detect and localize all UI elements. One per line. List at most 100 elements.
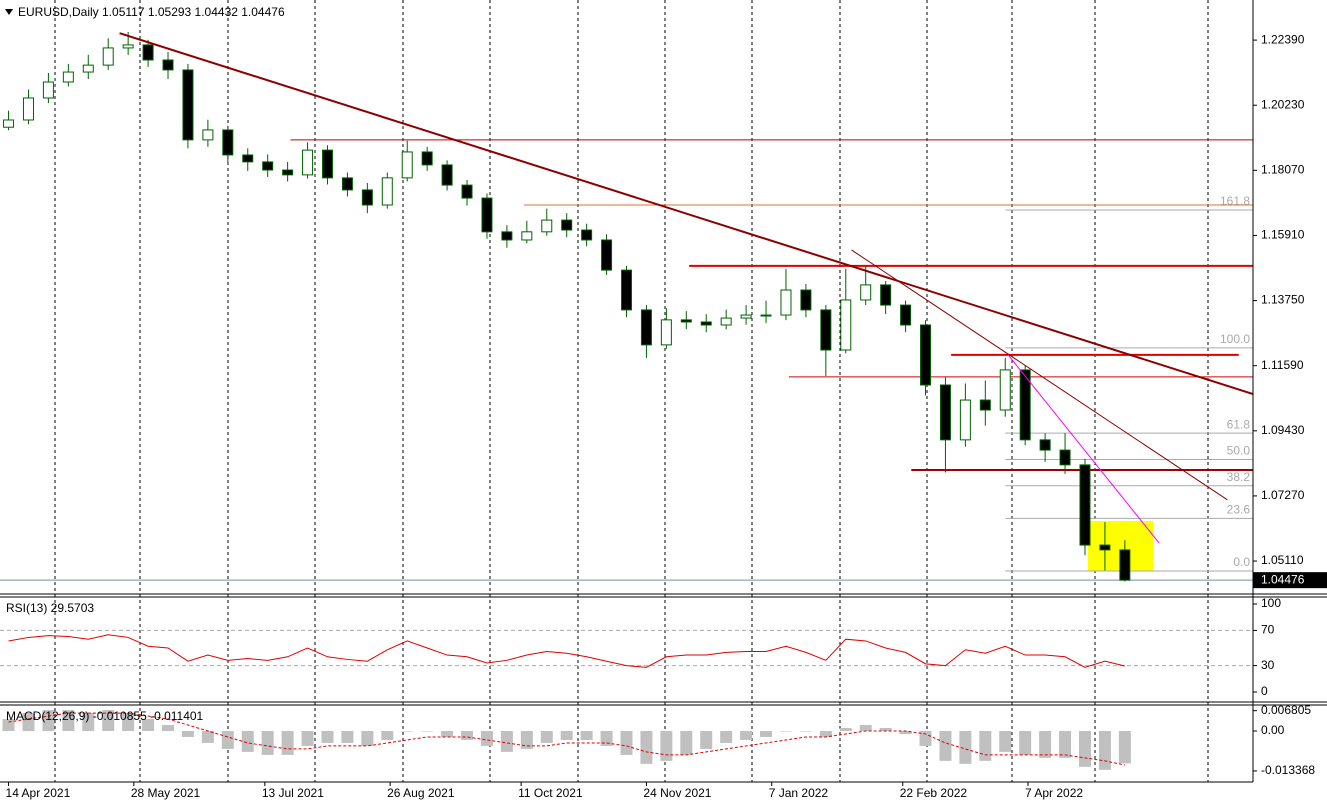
macd-bar — [540, 730, 553, 743]
macd-title: MACD(12,26,9) -0.010855 -0.011401 — [6, 709, 204, 723]
candle-body — [521, 231, 533, 241]
candle-body — [1059, 449, 1071, 466]
macd-bar — [640, 730, 653, 764]
candle-body — [561, 219, 573, 231]
candle-body — [122, 44, 134, 49]
macd-bar — [480, 730, 493, 746]
macd-bar — [162, 725, 175, 731]
x-tick-label: 7 Apr 2022 — [1025, 786, 1083, 800]
candle-body — [939, 384, 951, 441]
candle-body — [621, 269, 632, 311]
candle-body — [999, 369, 1011, 411]
x-tick-label: 24 Nov 2021 — [643, 786, 711, 800]
fib-label: 23.6 — [1227, 503, 1251, 517]
trend-line — [1007, 354, 1160, 544]
macd-bar — [381, 730, 394, 740]
rsi-tick-label: 0 — [1261, 684, 1268, 698]
macd-bar — [760, 730, 773, 737]
candle-body — [660, 319, 672, 346]
macd-bar — [361, 730, 374, 746]
rsi-line — [8, 634, 1125, 668]
candle-body — [1079, 464, 1091, 546]
macd-signal — [8, 712, 1125, 766]
y-tick-label: 1.18070 — [1261, 163, 1305, 177]
candle-body — [3, 119, 15, 128]
rsi-tick-label: 100 — [1261, 596, 1281, 610]
y-tick-label: 1.22390 — [1261, 32, 1305, 46]
candle-body — [102, 47, 114, 66]
macd-bar — [1118, 730, 1131, 764]
trend-line — [851, 249, 1228, 501]
macd-bar — [261, 730, 274, 755]
candle-body — [162, 59, 174, 71]
macd-bar — [500, 730, 513, 752]
candle-body — [1119, 549, 1131, 581]
macd-bar — [441, 730, 454, 737]
candle-body — [920, 324, 932, 386]
menu-triangle[interactable] — [5, 9, 13, 15]
candle-body — [501, 231, 513, 241]
candle-body — [282, 169, 294, 176]
fib-label: 161.8 — [1220, 194, 1250, 208]
candle-body — [720, 317, 732, 326]
macd-bar — [341, 730, 354, 743]
candle-body — [820, 309, 832, 351]
grid — [54, 0, 1209, 782]
candle-body — [62, 71, 74, 83]
x-tick-label: 7 Jan 2022 — [769, 786, 829, 800]
macd-bar — [461, 730, 474, 740]
candle-body — [321, 149, 333, 179]
macd-bar — [740, 730, 753, 740]
candle-body — [860, 284, 872, 301]
macd-bar — [1019, 730, 1032, 755]
candle-body — [640, 309, 652, 346]
macd-bar — [42, 710, 55, 731]
macd-bar — [879, 728, 892, 731]
x-tick-label: 11 Oct 2021 — [518, 786, 583, 800]
macd-bar — [181, 730, 194, 737]
macd-bar — [779, 730, 792, 732]
macd-bar — [1039, 730, 1052, 758]
y-tick-label: 1.09430 — [1261, 423, 1305, 437]
candle-body — [680, 319, 692, 323]
x-tick-label: 26 Aug 2021 — [387, 786, 455, 800]
candle-body — [142, 44, 154, 61]
fib-label: 50.0 — [1227, 444, 1251, 458]
y-tick-label: 1.05110 — [1261, 553, 1304, 567]
x-tick-label: 14 Apr 2021 — [6, 786, 71, 800]
candle-body — [481, 197, 493, 233]
candle-body — [42, 81, 54, 99]
candle-body — [182, 69, 194, 141]
candle-body — [700, 321, 712, 326]
candle-body — [1039, 439, 1051, 451]
macd-bar — [1098, 730, 1111, 770]
candle-body — [262, 161, 274, 171]
macd-bar — [62, 710, 75, 731]
candle-body — [880, 284, 892, 306]
x-tick-label: 22 Feb 2022 — [900, 786, 968, 800]
macd-bar — [859, 725, 872, 731]
macd-bar — [899, 730, 912, 734]
macd-bar — [799, 730, 812, 732]
macd-bar — [22, 713, 35, 731]
rsi-panel — [0, 629, 1253, 668]
macd-bar — [700, 730, 713, 749]
current-price-box — [1253, 572, 1327, 589]
macd-bar — [520, 730, 533, 749]
macd-bar — [241, 730, 254, 752]
candle-body — [222, 129, 234, 156]
candle-body — [421, 151, 433, 166]
x-tick-label: 13 Jul 2021 — [262, 786, 324, 800]
macd-bar — [2, 719, 15, 731]
symbol-title: EURUSD,Daily 1.05117 1.05293 1.04432 1.0… — [18, 5, 285, 19]
rsi-title: RSI(13) 29.5703 — [6, 601, 94, 615]
macd-bar — [1078, 730, 1091, 767]
macd-bar — [999, 730, 1012, 752]
candle-body — [401, 151, 413, 179]
candle-body — [242, 154, 254, 163]
candle-body — [22, 97, 34, 121]
x-tick-label: 28 May 2021 — [131, 786, 201, 800]
macd-tick-label: -0.013368 — [1261, 763, 1315, 777]
macd-bar — [919, 730, 932, 746]
